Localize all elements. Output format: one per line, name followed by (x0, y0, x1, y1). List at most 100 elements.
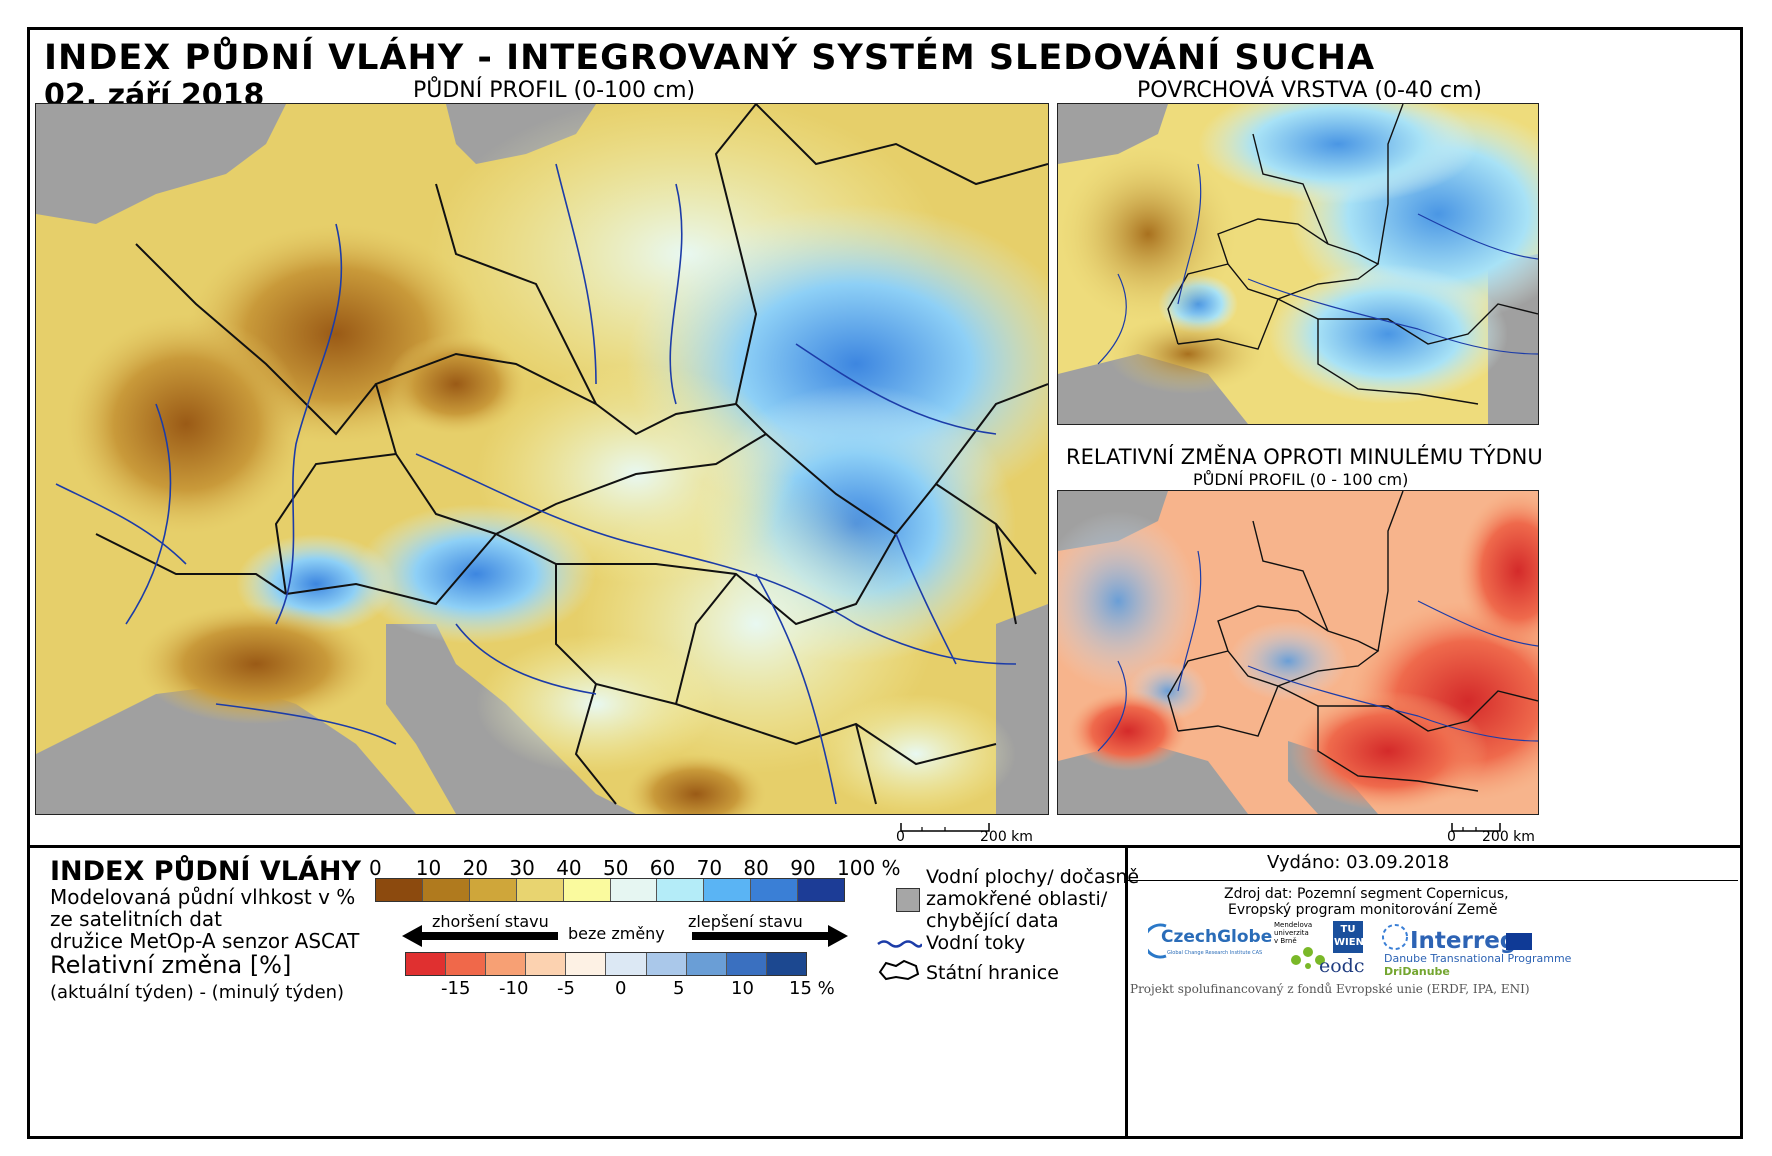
change-swatch-8 (726, 953, 767, 975)
index-swatch-3 (516, 879, 564, 901)
change-swatch-9 (766, 953, 806, 975)
mendel-text: Mendelova univerzita v Brně (1274, 921, 1313, 945)
surface-layer-map (1057, 103, 1539, 425)
issued-date: Vydáno: 03.09.2018 (1267, 852, 1450, 873)
interreg-sub-1: Danube Transnational Programme (1384, 952, 1572, 965)
scale-bar-graphic (1451, 823, 1501, 832)
legend-desc-1: Modelovaná půdní vlhkost v % (50, 885, 356, 909)
index-tick-label: 70 (696, 856, 723, 880)
surface-map-label: POVRCHOVÁ VRSTVA (0-40 cm) (1137, 78, 1482, 103)
change-tick-label: 5 (673, 978, 685, 999)
main-scale-bar (900, 818, 990, 832)
arrow-better-label: zlepšení stavu (688, 912, 803, 931)
change-tick-label: -5 (557, 978, 575, 999)
index-swatch-9 (798, 879, 845, 901)
river-symbol (876, 936, 924, 950)
mendel-dots-icon (1291, 947, 1325, 969)
index-tick-label: 20 (462, 856, 489, 880)
change-tick-label: 0 (615, 978, 627, 999)
index-swatch-5 (610, 879, 658, 901)
right-arrow-icon (692, 925, 848, 947)
legend-title: INDEX PŮDNÍ VLÁHY (50, 856, 362, 887)
change-swatch-0 (406, 953, 447, 975)
index-swatch-7 (704, 879, 752, 901)
mendel-logo (1288, 936, 1328, 970)
small-scale-zero: 0 (1447, 829, 1456, 845)
source-line-1: Zdroj dat: Pozemní segment Copernicus, (1224, 886, 1509, 902)
scale-bar-graphic (900, 823, 990, 832)
change-tick-label: -10 (499, 978, 529, 999)
water-bodies-label-2: zamokřené oblasti/ (926, 888, 1108, 910)
interreg-circle-icon (1382, 924, 1408, 950)
index-tick-label: 60 (649, 856, 676, 880)
surface-map-graphic (1058, 104, 1538, 424)
better-arrow (690, 923, 850, 949)
change-legend-title: Relativní změna [%] (50, 951, 292, 979)
change-tick-label: 10 (731, 978, 754, 999)
interreg-emblem (1380, 922, 1410, 952)
worse-arrow (400, 923, 560, 949)
index-swatch-8 (751, 879, 799, 901)
small-scale-bar (1451, 818, 1501, 832)
change-swatch-5 (606, 953, 647, 975)
interreg-text: Interreg (1410, 928, 1517, 954)
arrow-worse-label: zhoršení stavu (432, 912, 549, 931)
water-bodies-label-3: chybějící data (926, 910, 1059, 932)
legend-desc-3: družice MetOp-A senzor ASCAT (50, 929, 360, 953)
change-tick-label: -15 (441, 978, 471, 999)
main-soil-moisture-map (35, 103, 1049, 815)
issued-divider (1126, 880, 1738, 881)
legend-desc-2: ze satelitních dat (50, 907, 222, 931)
eu-flag-icon (1506, 933, 1532, 950)
czechglobe-subtext: Global Change Research Institute CAS (1167, 950, 1263, 956)
index-swatch-4 (563, 879, 611, 901)
main-scale-end: 200 km (980, 829, 1033, 845)
funding-note: Projekt spolufinancovaný z fondů Evropsk… (1130, 982, 1530, 996)
index-tick-label: 10 (415, 856, 442, 880)
change-scale-ticks: -15 -10 -5 0 5 10 15 % (405, 978, 845, 1002)
index-swatch-2 (469, 879, 517, 901)
index-tick-label: 0 (369, 856, 382, 880)
eodc-logo-text: eodc (1319, 955, 1365, 977)
main-map-label: PŮDNÍ PROFIL (0-100 cm) (413, 78, 696, 103)
border-symbol (876, 958, 922, 982)
change-map-sublabel: PŮDNÍ PROFIL (0 - 100 cm) (1193, 470, 1409, 489)
figure-frame: INDEX PŮDNÍ VLÁHY - INTEGROVANÝ SYSTÉM S… (27, 27, 1743, 1139)
left-arrow-icon (402, 925, 558, 947)
index-tick-label: 90 (790, 856, 816, 880)
main-scale-zero: 0 (896, 829, 905, 845)
borders-label: Státní hranice (926, 962, 1059, 984)
change-legend-desc: (aktuální týden) - (minulý týden) (50, 982, 345, 1003)
tu-wien-logo (1333, 921, 1363, 953)
main-map-graphic (36, 104, 1048, 814)
footer-divider (1125, 845, 1128, 1137)
change-color-bar (405, 952, 807, 976)
small-scale-end: 200 km (1482, 829, 1535, 845)
border-outline-icon (878, 959, 920, 981)
index-swatch-1 (422, 879, 470, 901)
change-tick-label: 15 % (789, 978, 835, 999)
index-tick-label: 80 (743, 856, 769, 880)
change-swatch-2 (486, 953, 527, 975)
interreg-sub-2: DriDanube (1384, 965, 1450, 978)
change-map-graphic (1058, 491, 1538, 814)
page-title: INDEX PŮDNÍ VLÁHY - INTEGROVANÝ SYSTÉM S… (44, 38, 1376, 78)
index-swatch-0 (376, 879, 423, 901)
index-tick-label: 40 (556, 856, 582, 880)
change-swatch-7 (686, 953, 727, 975)
tu-wien-text: TU WIEN (1334, 924, 1364, 948)
index-tick-label: 100 % (837, 856, 901, 880)
index-scale-ticks: 0 10 20 30 40 50 60 70 80 90 100 % (360, 856, 901, 880)
water-bodies-label-1: Vodní plochy/ dočasně (926, 866, 1140, 888)
change-swatch-6 (646, 953, 687, 975)
weekly-change-map (1057, 490, 1539, 815)
change-swatch-4 (566, 953, 607, 975)
arrow-nochange-label: beze změny (568, 924, 665, 943)
rivers-label: Vodní toky (926, 932, 1026, 954)
czechglobe-text: CzechGlobe (1161, 927, 1273, 947)
legend-divider (30, 845, 1740, 848)
water-bodies-swatch (896, 888, 920, 912)
index-tick-label: 30 (509, 856, 535, 880)
index-swatch-6 (657, 879, 705, 901)
change-map-label: RELATIVNÍ ZMĚNA OPROTI MINULÉMU TÝDNU (1066, 445, 1543, 469)
